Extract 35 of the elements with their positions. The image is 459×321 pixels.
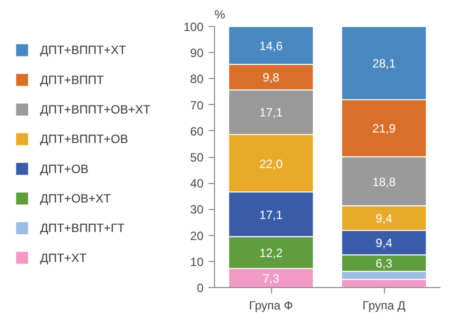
data-label: 9,4 [376,212,393,226]
y-tick-label: 30 [190,202,204,217]
y-tick-label: 20 [190,228,204,243]
legend-label: ДПТ+ОВ+ХТ [40,192,112,206]
legend-label: ДПТ+ВППТ+ГТ [40,221,126,236]
data-label: 17,1 [259,208,284,222]
data-label: 18,8 [372,174,396,189]
legend-label: ДПТ+ВППТ+ХТ [40,43,127,58]
legend-label: ДПТ+ВППТ [40,72,104,87]
data-label: 17,1 [259,106,284,120]
y-tick-label: 100 [183,20,204,34]
y-tick-label: 10 [190,254,204,269]
data-label: 14,6 [259,38,284,53]
data-label: 21,9 [372,122,396,136]
legend-label: ДПТ+ВППТ+ОВ+ХТ [40,102,152,117]
y-tick-label: 40 [190,176,204,191]
data-label: 12,2 [259,246,284,260]
data-label: 28,1 [372,56,396,70]
y-tick-label: 90 [190,46,204,60]
legend-label: ДПТ+ВППТ+ОВ [40,132,128,146]
data-label: 7,3 [262,271,280,286]
legend-label: ДПТ+ОВ [40,162,89,176]
y-tick-label: 60 [190,124,204,138]
data-label: 9,8 [262,70,280,85]
y-tick-label: 80 [190,72,204,86]
data-label: 22,0 [259,156,284,171]
data-label: 6,3 [376,256,393,271]
y-tick-label: 0 [196,281,204,295]
y-tick-label: 70 [190,98,204,112]
legend-label: ДПТ+ХТ [40,250,88,265]
y-axis-title: % [214,8,226,22]
x-tick-label: Група Ф [249,298,294,312]
data-label: 9,4 [376,236,393,250]
x-tick-label: Група Д [362,298,406,312]
y-tick-label: 50 [190,150,204,164]
